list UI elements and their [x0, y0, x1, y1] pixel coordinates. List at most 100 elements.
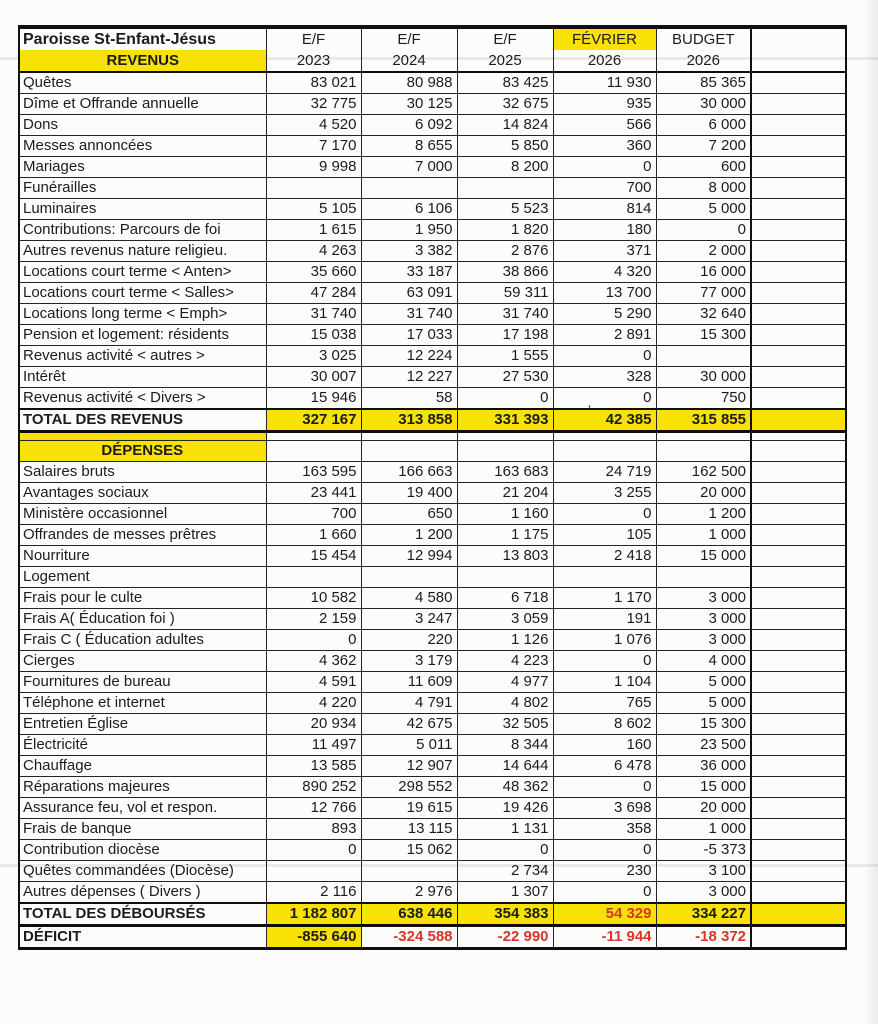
value-cell: 4 802	[456, 692, 554, 714]
value-cell: 4 220	[265, 692, 362, 714]
value-cell: 15 300	[655, 713, 752, 735]
empty-column-cell	[750, 692, 847, 714]
row-label: Locations court terme < Salles>	[18, 282, 267, 304]
value-cell: 32 640	[655, 303, 752, 325]
value-cell: 31 740	[456, 303, 554, 325]
value-cell: 1 175	[456, 524, 554, 546]
value-cell: 1 160	[456, 503, 554, 525]
value-cell	[456, 177, 554, 199]
value-cell: 7 200	[655, 135, 752, 157]
revenue-row: Messes annoncées 7 170 8 655 5 850 360 7 200	[18, 135, 847, 157]
value-cell: 1 820	[456, 219, 554, 241]
empty-column-cell	[750, 135, 847, 157]
value-cell: 17 198	[456, 324, 554, 346]
value-cell: 38 866	[456, 261, 554, 283]
row-label: Offrandes de messes prêtres	[18, 524, 267, 546]
expense-row: Avantages sociaux 23 441 19 400 21 204 3 255…	[18, 482, 847, 504]
value-cell: 2 418	[552, 545, 657, 567]
revenus-section-header: REVENUS	[20, 50, 265, 70]
value-cell: 166 663	[360, 461, 458, 483]
value-cell: 59 311	[456, 282, 554, 304]
value-cell: 3 255	[552, 482, 657, 504]
value-cell: 0,	[552, 387, 657, 410]
value-cell: 15 454	[265, 545, 362, 567]
header-label-cell: Paroisse St-Enfant-Jésus REVENUS	[18, 26, 267, 73]
row-label: Assurance feu, vol et respon.	[18, 797, 267, 819]
value-cell: 3 000	[655, 881, 752, 904]
expense-row: Électricité 11 497 5 011 8 344 160 23 500	[18, 734, 847, 756]
expense-row: Fournitures de bureau 4 591 11 609 4 977 1 1…	[18, 671, 847, 693]
row-label: Cierges	[18, 650, 267, 672]
expense-row: Salaires bruts 163 595 166 663 163 683 24 71…	[18, 461, 847, 483]
value-cell: 650	[360, 503, 458, 525]
row-label: Chauffage	[18, 755, 267, 777]
value-cell: 30 125	[360, 93, 458, 115]
value-cell: 14 644	[456, 755, 554, 777]
expense-row: Ministère occasionnel 700 650 1 160 0 1 200	[18, 503, 847, 525]
value-cell: 6 106	[360, 198, 458, 220]
header-empty-cell	[552, 440, 657, 462]
total-value-cell: -11 944	[552, 925, 657, 950]
value-cell: 3 100	[655, 860, 752, 882]
revenue-row: Revenus activité < autres >3 025 12 224 1 …	[18, 345, 847, 367]
revenue-row: Pension et logement: résidents 15 038 17 0…	[18, 324, 847, 346]
value-cell	[552, 566, 657, 588]
header-empty-cell	[655, 440, 752, 462]
value-cell: 63 091	[360, 282, 458, 304]
value-cell: 5 850	[456, 135, 554, 157]
revenue-row: Contributions: Parcours de foi 1 615 1 950…	[18, 219, 847, 241]
empty-column-cell	[750, 461, 847, 483]
value-cell: 5 000	[655, 198, 752, 220]
row-label: Messes annoncées	[18, 135, 267, 157]
value-cell: 566	[552, 114, 657, 136]
value-cell: 1 170	[552, 587, 657, 609]
row-label: Intérêt	[18, 366, 267, 388]
value-cell: 8 344	[456, 734, 554, 756]
value-cell: 1 131	[456, 818, 554, 840]
expense-row: Frais de banque 893 13 115 1 131 358 1 000	[18, 818, 847, 840]
document-title: Paroisse St-Enfant-Jésus	[23, 31, 216, 48]
value-cell: 814	[552, 198, 657, 220]
value-cell: 13 115	[360, 818, 458, 840]
row-label: Électricité	[18, 734, 267, 756]
value-cell: 7 170	[265, 135, 362, 157]
row-label: Entretien Église	[18, 713, 267, 735]
empty-column-cell	[750, 408, 847, 433]
spacer-cell	[360, 431, 458, 441]
value-cell: 32 505	[456, 713, 554, 735]
value-cell: 0	[456, 839, 554, 861]
spacer-label-cell	[18, 431, 267, 441]
value-cell: 2 000	[655, 240, 752, 262]
total-row-label: TOTAL DES REVENUS	[18, 408, 267, 433]
empty-column-cell	[750, 93, 847, 115]
expense-row: Offrandes de messes prêtres 1 660 1 200 1 1…	[18, 524, 847, 546]
empty-column-cell	[750, 177, 847, 199]
column-header-cell: E/F 2025	[456, 26, 554, 73]
value-cell	[360, 177, 458, 199]
value-cell: 220	[360, 629, 458, 651]
spacer-row	[18, 431, 847, 441]
value-cell: 15 062	[360, 839, 458, 861]
value-cell: 83 425	[456, 71, 554, 94]
column-header-line1: BUDGET	[671, 31, 735, 48]
value-cell: 750	[655, 387, 752, 410]
value-cell: 5 290	[552, 303, 657, 325]
value-cell: 20 000	[655, 797, 752, 819]
value-cell: 371	[552, 240, 657, 262]
value-cell: 21 204	[456, 482, 554, 504]
empty-column-cell	[750, 219, 847, 241]
value-cell: 3 059	[456, 608, 554, 630]
value-cell: 162 500	[655, 461, 752, 483]
value-cell	[655, 566, 752, 588]
row-label: Réparations majeures	[18, 776, 267, 798]
empty-column-cell	[750, 524, 847, 546]
column-header-cell: E/F 2023	[265, 26, 362, 73]
empty-column-cell	[750, 440, 847, 462]
value-cell: 2 159	[265, 608, 362, 630]
row-label: Logement	[18, 566, 267, 588]
value-cell: 16 000	[655, 261, 752, 283]
value-cell: 2 891	[552, 324, 657, 346]
empty-column-cell	[750, 566, 847, 588]
value-cell: 0	[552, 776, 657, 798]
total-revenues-row: TOTAL DES REVENUS 327 167 313 858 331 393 42…	[18, 408, 847, 433]
